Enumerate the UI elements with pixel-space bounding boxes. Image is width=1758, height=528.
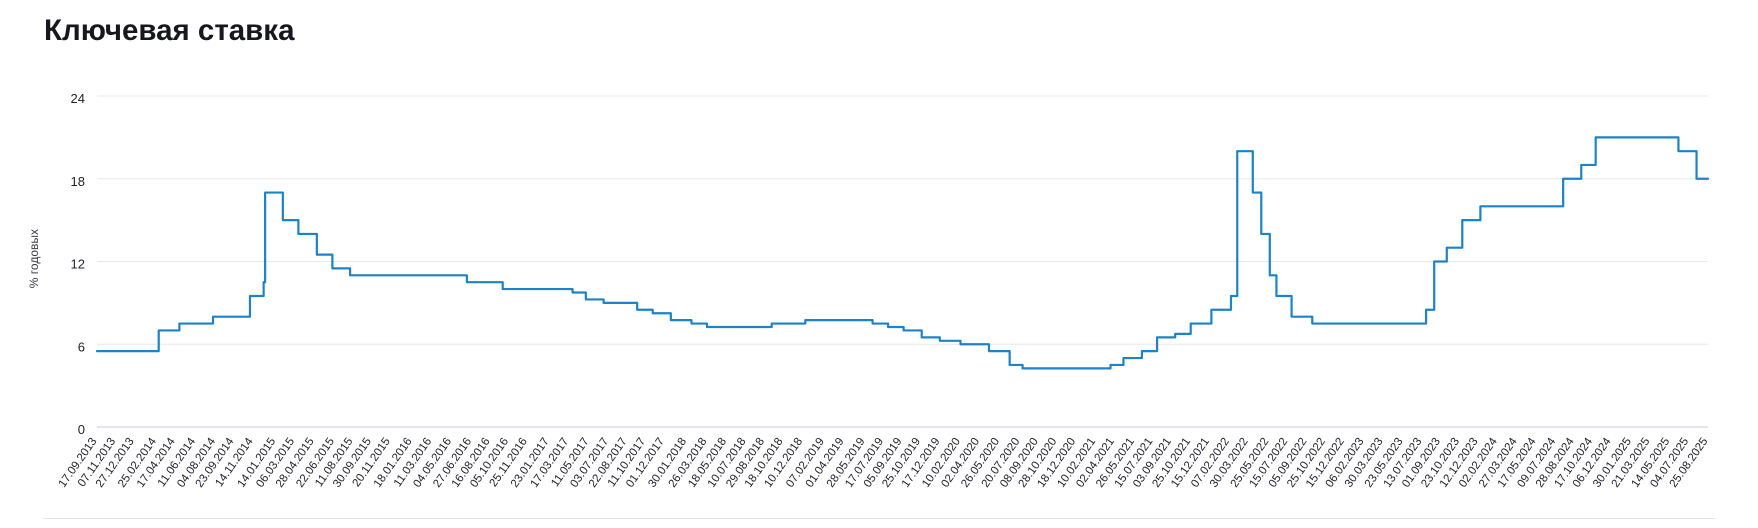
svg-text:12: 12 [71, 257, 85, 272]
svg-text:18: 18 [71, 174, 85, 189]
svg-text:6: 6 [78, 339, 85, 354]
svg-text:0: 0 [78, 422, 85, 437]
svg-text:24: 24 [71, 91, 85, 106]
